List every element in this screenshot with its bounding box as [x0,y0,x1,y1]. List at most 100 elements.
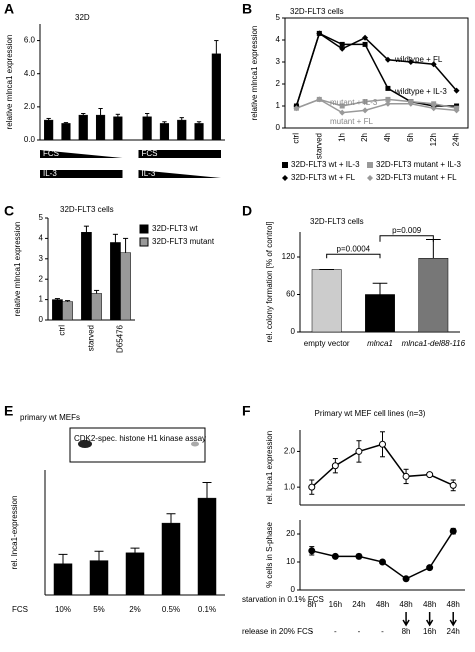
legend-label: 32D-FLT3 wt + FL [291,173,356,182]
y-axis-label: % cells in S-phase [265,522,274,588]
y-tick-label: 120 [282,252,296,261]
bar [211,53,221,141]
marker [331,552,339,560]
marker [339,45,346,52]
wedge-label: IL-3 [43,169,57,178]
arrow [449,612,457,627]
x-tick-label: 5% [93,605,105,614]
x-tick-label: 1h [337,133,346,142]
y-tick-label: 10 [286,557,295,566]
inset-label: CDK2-spec. histone H1 kinase assay [74,434,206,443]
marker [402,575,410,583]
blot-band [78,440,92,448]
marker [355,447,363,455]
legend-swatch [139,224,149,234]
y-tick-label: 20 [286,529,295,538]
y-axis-label: relative mlnca1 expression [5,35,14,130]
bar [53,563,73,596]
annotation: p=0.0004 [337,244,371,253]
y-tick-label: 0 [276,123,281,132]
bar [61,123,71,141]
x-tick-label: empty vector [304,339,350,348]
plot-frame [284,17,469,129]
panel-label: D [242,203,252,219]
x-tick-label: 8h [307,600,316,609]
panel-label: A [4,1,14,17]
annotation: wildtype + IL-3 [394,87,447,96]
marker [316,96,323,103]
marker [384,56,391,63]
bar [110,242,121,321]
x-tick-label: 48h [423,600,436,609]
blot-band [191,441,199,447]
legend-label: 32D-FLT3 wt + IL-3 [291,160,360,169]
y-tick-label: 3 [39,254,44,263]
marker [430,61,437,68]
bar [311,269,342,333]
bracket [379,235,434,242]
marker [407,59,414,65]
marker [362,41,368,47]
bar [197,497,217,596]
marker [339,103,345,109]
marker [384,100,391,107]
y-tick-label: 2 [39,274,44,283]
line [296,98,457,109]
y-tick-label: 1.0 [284,482,296,491]
x-tick-label: 6h [406,133,415,142]
x-tick-label: 10% [55,605,71,614]
x-tick-label: mlnca1 [367,339,393,348]
marker [379,440,386,448]
bar [418,258,449,333]
x-tick-label: 0.5% [162,605,180,614]
legend-label: 32D-FLT3 wt [152,224,198,233]
x-tick-label: D65476 [116,324,125,353]
marker [449,481,457,489]
marker [402,472,410,480]
x-tick-label: 48h [447,600,460,609]
x-tick-label: mlnca1-del88-116 [402,339,466,348]
y-tick-label: 6.0 [24,36,36,45]
legend-marker [367,175,373,181]
bar [365,294,395,333]
wedge-label: FCS [43,149,59,158]
legend-marker [367,162,373,168]
release-label: 16h [423,627,436,636]
y-axis-label: relative mlnca1 expression [250,26,259,121]
marker [293,105,300,112]
marker [407,100,414,107]
y-axis-label: rel. lnca1-expression [10,496,19,570]
marker [339,41,345,47]
release-label: - [381,627,384,636]
marker [453,107,460,114]
bar [89,560,109,596]
y-tick-label: 1 [276,101,281,110]
bar [177,119,187,141]
y-axis-label: rel. lnca1 expression [265,431,274,504]
arrow [402,612,410,627]
bar [113,116,123,141]
x-tick-label: 2h [360,133,369,142]
marker [431,101,437,107]
legend-swatch [139,237,149,247]
marker [379,558,386,566]
annotation: wildtype + FL [394,55,443,64]
bar [125,552,145,596]
y-tick-label: 4 [39,234,44,243]
bar [52,299,63,321]
wedge-label: FCS [142,149,158,158]
y-axis-label: rel. colony formation [% of control] [265,222,274,343]
marker [453,87,460,94]
legend-label: 32D-FLT3 mutant + IL-3 [376,160,462,169]
x-axis-label: FCS [12,605,28,614]
y-tick-label: 5 [276,13,281,22]
marker [426,564,434,572]
marker [316,30,323,37]
x-tick-label: ctrl [292,133,301,144]
marker [430,105,437,112]
wedge [138,150,221,158]
arrow [425,612,434,627]
bar [91,293,102,321]
legend-label: 32D-FLT3 mutant [152,237,215,246]
